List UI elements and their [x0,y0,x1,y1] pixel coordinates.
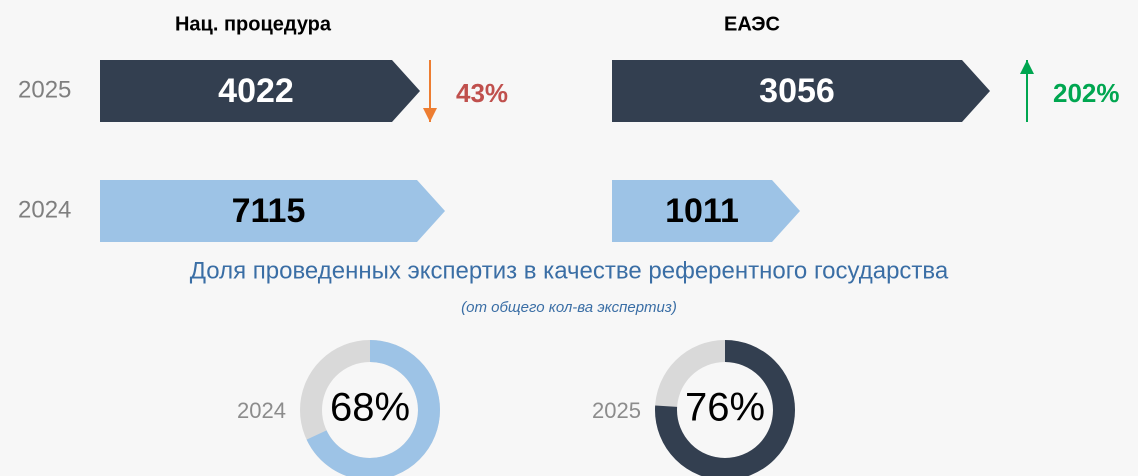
arrow-bar [612,180,800,242]
donut-year: 2024 [237,398,286,423]
panel-title: Нац. процедура [175,13,332,35]
share-title: Доля проведенных экспертиз в качестве ре… [190,257,949,284]
bar-value: 1011 [665,192,739,230]
bar-value: 4022 [218,72,294,110]
year-label: 2024 [18,196,71,223]
change-label: 202% [1053,78,1120,108]
donut-arc [300,340,440,476]
donut-year: 2025 [592,398,641,423]
bar-value: 3056 [759,72,835,110]
change-label: 43% [456,78,508,108]
donut-label: 76% [685,386,765,430]
year-label: 2025 [18,76,71,103]
panel-title: ЕАЭС [724,13,780,35]
share-subtitle: (от общего кол-ва экспертиз) [461,299,677,316]
donut-arc [655,340,795,476]
arrow-bar [100,180,445,242]
change-arrow-head [423,108,437,122]
arrow-bar [612,60,990,122]
change-arrow-head [1020,60,1034,74]
donut-label: 68% [330,386,410,430]
arrow-bar [100,60,420,122]
bar-value: 7115 [232,192,306,230]
